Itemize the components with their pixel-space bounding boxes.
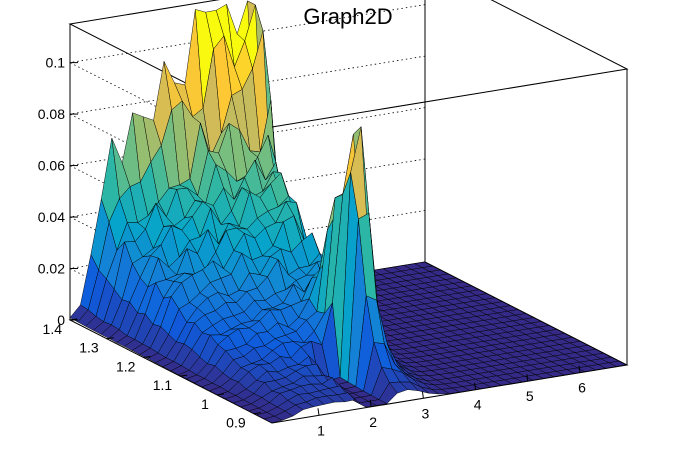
y-tick-mark — [216, 393, 224, 396]
z-tick-label: 0.1 — [46, 55, 66, 71]
top-front-edges — [271, 0, 629, 128]
x-tick-label: 1 — [317, 422, 325, 438]
x-tick-label: 6 — [578, 380, 586, 396]
x-tick-label: 3 — [421, 405, 429, 421]
x-tick-mark — [474, 382, 477, 390]
axis-ticks: 0 0.02 0.04 0.06 0.08 0.1 0.9 1 1.1 1.2 1.3 1.4 1 2 3 4… — [38, 55, 586, 439]
y-tick-label: 1.2 — [116, 358, 136, 374]
y-tick-mark — [106, 337, 114, 340]
z-tick-label: 0.08 — [38, 106, 65, 122]
y-tick-label: 1 — [201, 396, 209, 412]
y-tick-label: 1.3 — [79, 340, 99, 356]
y-tick-mark — [69, 318, 78, 321]
x-tick-mark — [317, 408, 320, 416]
z-tick-label: 0.04 — [38, 209, 65, 225]
y-tick-label: 1.4 — [43, 321, 63, 337]
x-tick-label: 5 — [526, 388, 534, 404]
y-tick-label: 1.1 — [153, 377, 173, 393]
z-tick-label: 0 — [57, 312, 65, 328]
x-tick-mark — [578, 365, 581, 373]
y-tick-mark — [143, 355, 151, 358]
y-tick-mark — [180, 374, 188, 377]
x-tick-mark — [421, 391, 424, 399]
x-tick-mark — [526, 374, 529, 382]
z-tick-label: 0.02 — [38, 261, 65, 277]
front-frame — [271, 0, 629, 424]
chart-title: Graph2D — [303, 4, 392, 29]
y-tick-label: 0.9 — [226, 415, 246, 431]
z-tick-label: 0.06 — [38, 158, 65, 174]
x-tick-mark — [369, 399, 372, 407]
surface-mesh — [69, 0, 628, 424]
y-tick-mark — [253, 412, 261, 415]
x-tick-label: 2 — [369, 414, 377, 430]
x-tick-label: 4 — [474, 397, 482, 413]
